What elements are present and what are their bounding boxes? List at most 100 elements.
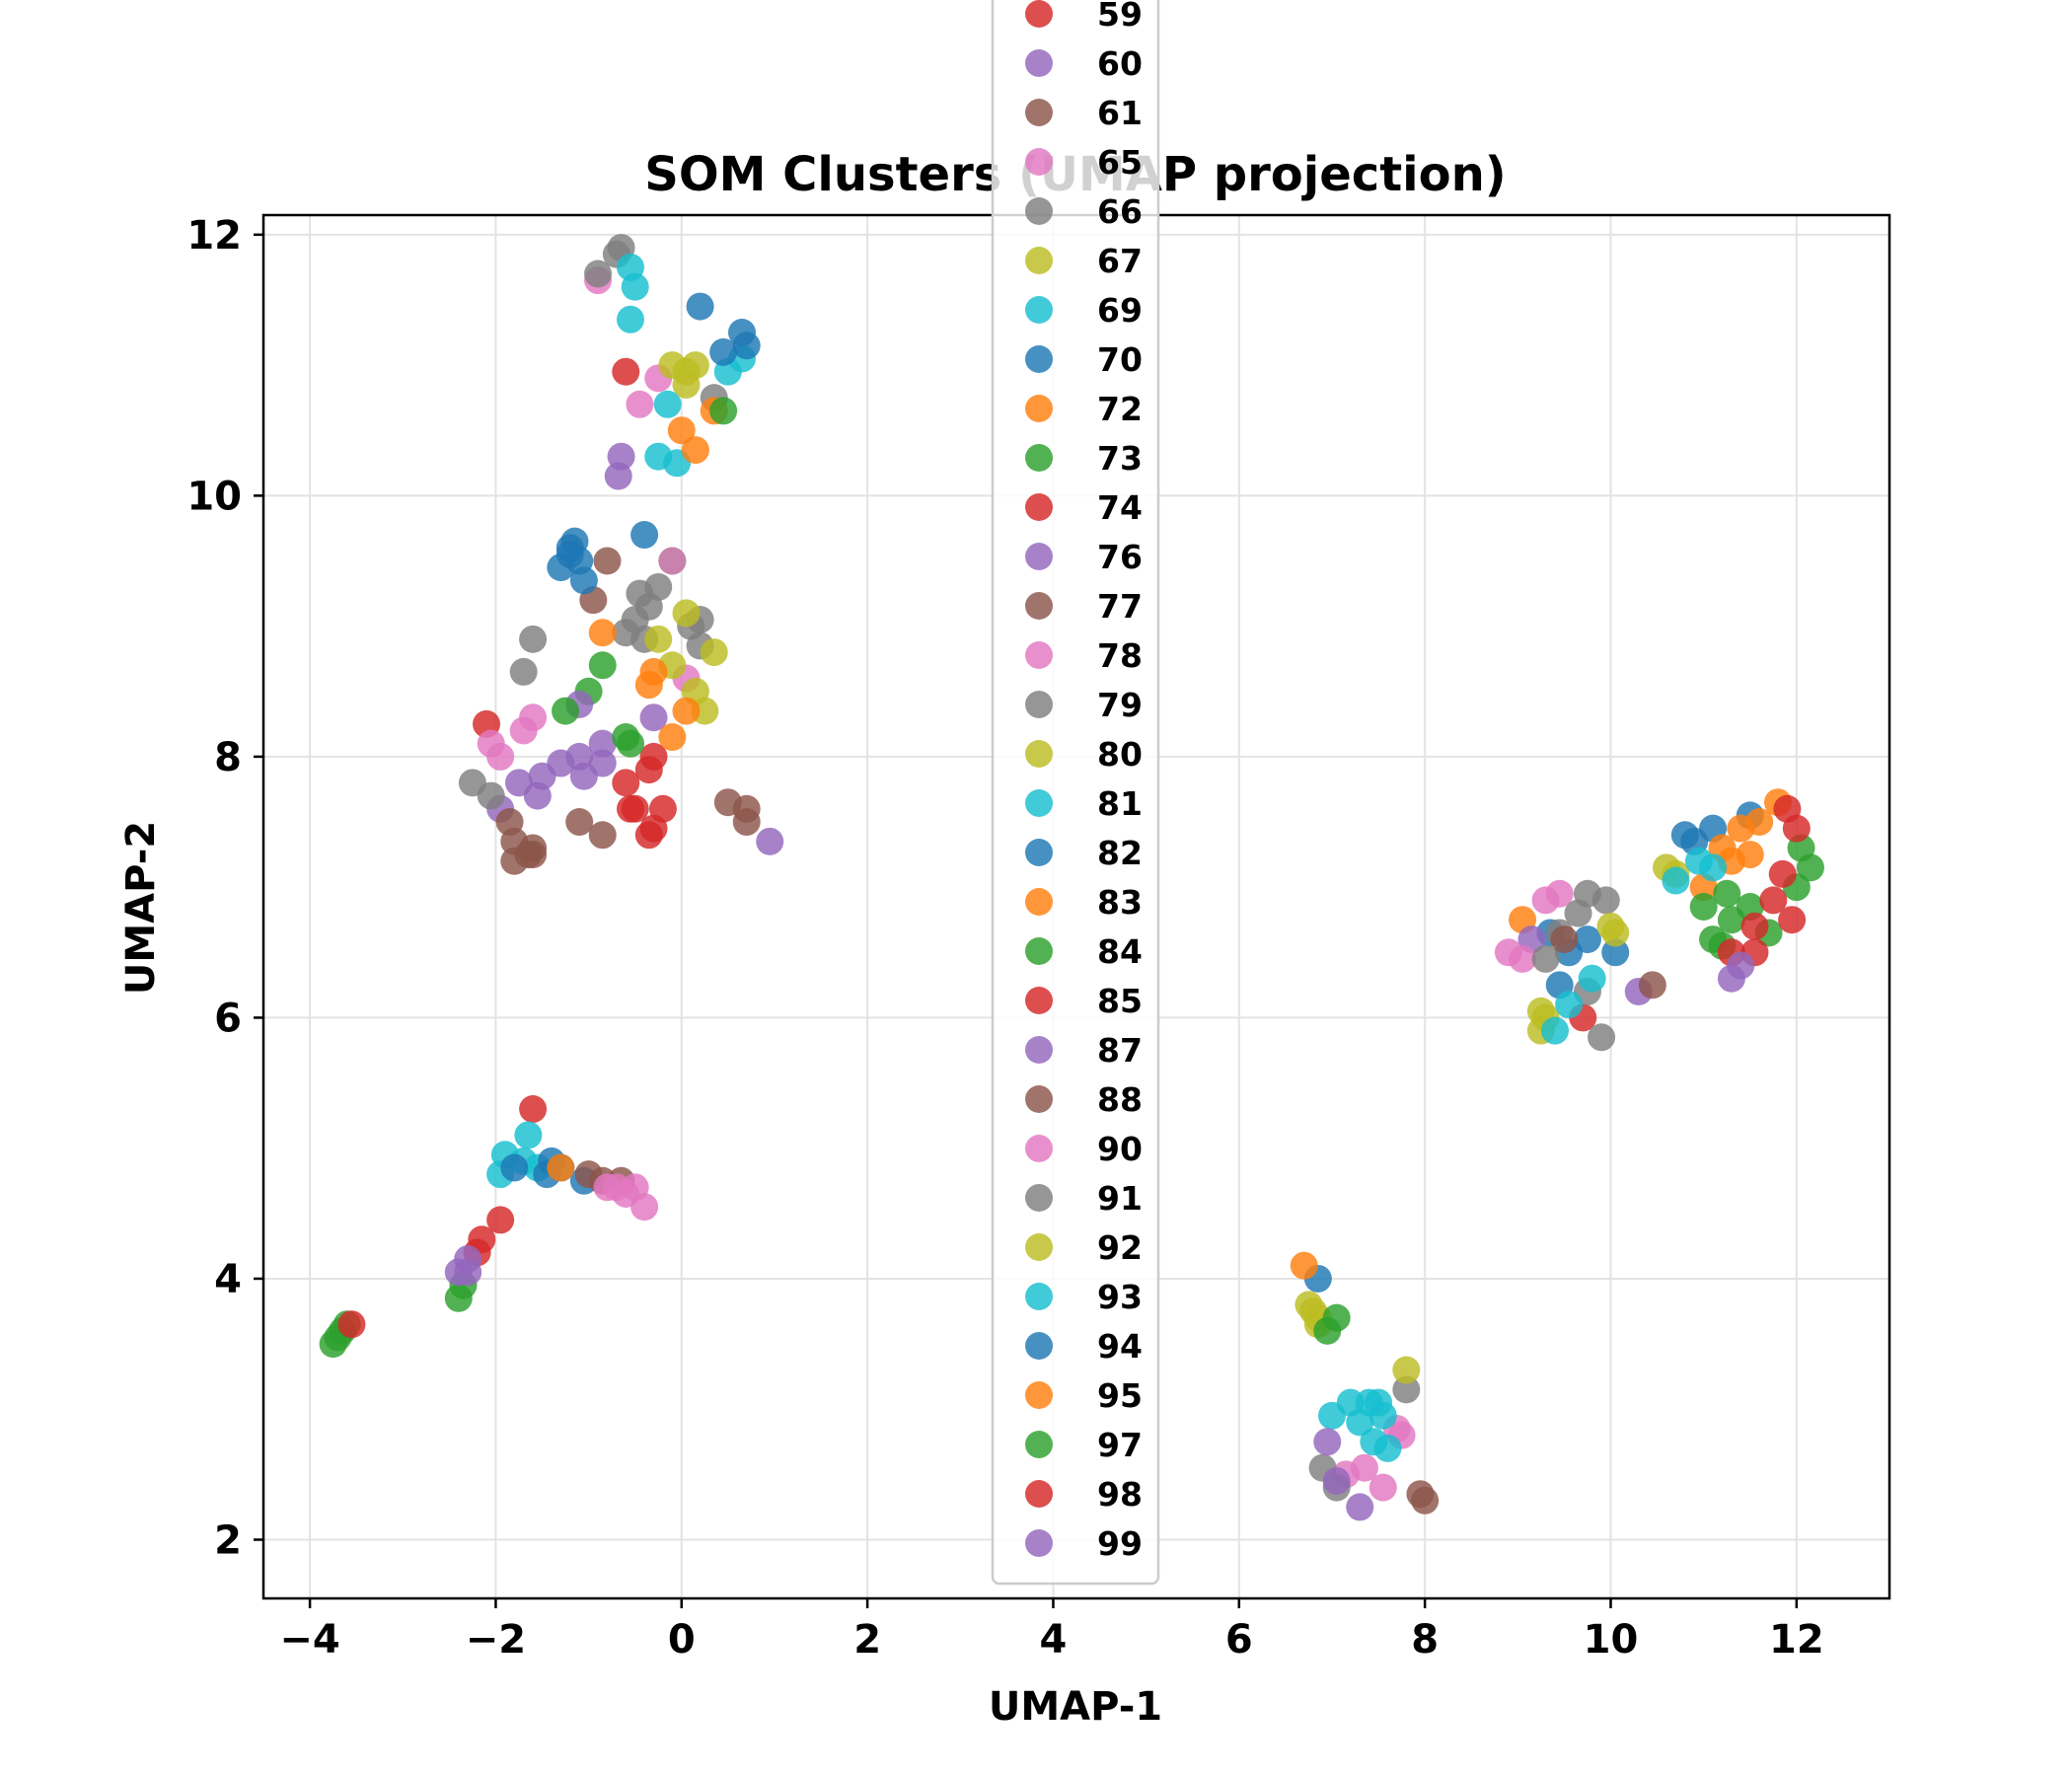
scatter-point — [648, 794, 677, 823]
legend-marker — [1025, 395, 1053, 422]
legend-label: 97 — [1097, 1426, 1143, 1464]
data-points — [319, 234, 1824, 1521]
legend-marker — [1025, 247, 1053, 274]
scatter-point — [1727, 951, 1755, 980]
scatter-point — [672, 370, 701, 399]
scatter-point — [1573, 925, 1601, 954]
scatter-point — [621, 272, 649, 301]
x-tick-label: 8 — [1411, 1617, 1439, 1663]
legend-label: 88 — [1097, 1080, 1143, 1119]
legend-marker — [1025, 1085, 1053, 1113]
scatter-point — [1369, 1473, 1397, 1502]
scatter-point — [1545, 879, 1574, 908]
legend-marker — [1025, 1529, 1053, 1557]
legend-label: 87 — [1097, 1031, 1143, 1070]
scatter-point — [1601, 938, 1630, 967]
x-tick-label: 4 — [1040, 1617, 1068, 1663]
scatter-point — [639, 703, 668, 732]
legend-label: 67 — [1097, 242, 1143, 280]
scatter-point — [1290, 1251, 1318, 1280]
legend-label: 84 — [1097, 932, 1143, 971]
legend-marker — [1025, 1184, 1053, 1212]
scatter-point — [547, 554, 575, 582]
scatter-point — [1578, 964, 1606, 993]
scatter-point — [681, 436, 709, 465]
y-tick-label: 8 — [214, 735, 242, 780]
legend-label: 60 — [1097, 44, 1143, 83]
scatter-point — [1373, 1434, 1402, 1462]
scatter-point — [1689, 893, 1718, 921]
scatter-point — [514, 1121, 543, 1149]
legend-marker — [1025, 148, 1053, 176]
legend-marker — [1025, 839, 1053, 866]
x-tick-label: 0 — [668, 1617, 696, 1663]
legend-marker — [1025, 1381, 1053, 1409]
scatter-point — [588, 651, 617, 680]
scatter-point — [1745, 808, 1774, 837]
scatter-point — [1392, 1375, 1421, 1404]
scatter-point — [1555, 991, 1584, 1019]
scatter-point — [1509, 944, 1537, 973]
legend-marker — [1025, 345, 1053, 373]
scatter-point — [547, 1153, 575, 1182]
scatter-point — [634, 821, 663, 850]
scatter-point — [486, 1206, 515, 1234]
scatter-point — [1782, 814, 1811, 843]
x-tick-label: 2 — [853, 1617, 881, 1663]
scatter-point — [1740, 912, 1769, 940]
scatter-point — [1346, 1493, 1374, 1521]
scatter-point — [658, 547, 687, 575]
scatter-point — [672, 599, 701, 628]
scatter-point — [616, 729, 644, 758]
scatter-point — [732, 332, 761, 360]
legend-label: 59 — [1097, 0, 1143, 34]
legend-label: 83 — [1097, 883, 1143, 922]
scatter-point — [1392, 1356, 1421, 1384]
y-tick-label: 6 — [214, 996, 242, 1041]
scatter-point — [486, 742, 515, 771]
scatter-point — [604, 462, 632, 490]
scatter-point — [1699, 853, 1728, 882]
legend-marker — [1025, 592, 1053, 620]
scatter-point — [644, 625, 673, 653]
scatter-point — [569, 566, 598, 595]
scatter-point — [672, 697, 701, 725]
legend-label: 61 — [1097, 94, 1143, 132]
scatter-point — [700, 638, 728, 667]
legend-label: 69 — [1097, 291, 1143, 330]
legend-marker — [1025, 296, 1053, 324]
legend-label: 91 — [1097, 1179, 1143, 1218]
legend-label: 77 — [1097, 587, 1143, 626]
x-tick-label: −4 — [279, 1617, 339, 1663]
legend-marker — [1025, 1036, 1053, 1064]
legend-marker — [1025, 740, 1053, 768]
scatter-point — [588, 619, 617, 647]
legend-label: 93 — [1097, 1278, 1143, 1316]
scatter-point — [732, 808, 761, 837]
y-axis-title: UMAP-2 — [118, 821, 164, 995]
legend-marker — [1025, 99, 1053, 126]
scatter-point — [1778, 906, 1807, 934]
legend-marker — [1025, 1135, 1053, 1162]
scatter-point — [1350, 1453, 1378, 1482]
scatter-point — [565, 808, 594, 837]
scatter-point — [1411, 1486, 1440, 1515]
scatter-point — [519, 1095, 548, 1124]
scatter-point — [612, 357, 640, 386]
x-axis-title: UMAP-1 — [989, 1684, 1162, 1730]
y-tick-label: 10 — [186, 474, 242, 519]
legend-label: 79 — [1097, 686, 1143, 724]
legend-marker — [1025, 937, 1053, 965]
legend-label: 94 — [1097, 1327, 1143, 1366]
legend-marker — [1025, 197, 1053, 225]
legend-marker — [1025, 1233, 1053, 1261]
legend-label: 81 — [1097, 784, 1143, 823]
scatter-point — [588, 729, 617, 758]
legend-label: 76 — [1097, 538, 1143, 576]
legend-marker — [1025, 0, 1053, 28]
scatter-point — [630, 521, 659, 550]
legend-marker — [1025, 641, 1053, 669]
scatter-point — [756, 827, 784, 855]
legend-label: 90 — [1097, 1130, 1143, 1168]
scatter-point — [1540, 1016, 1569, 1045]
